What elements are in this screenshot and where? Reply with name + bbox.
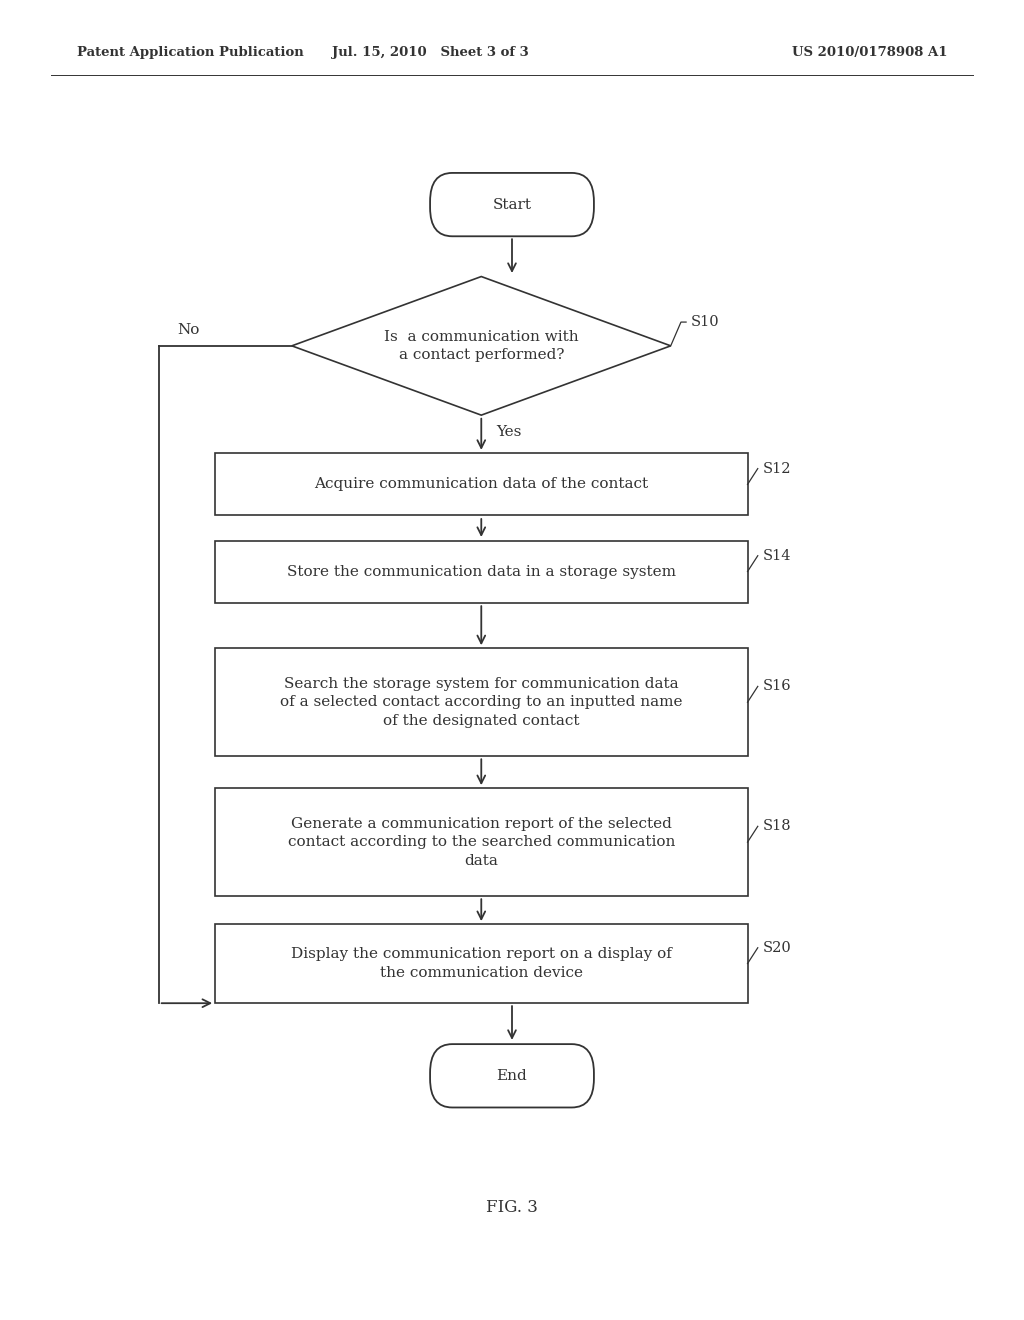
Text: S12: S12 [763,462,792,475]
Text: S10: S10 [691,315,720,329]
Text: No: No [177,323,200,337]
Text: Search the storage system for communication data
of a selected contact according: Search the storage system for communicat… [280,677,683,727]
Text: S20: S20 [763,941,792,954]
Text: Display the communication report on a display of
the communication device: Display the communication report on a di… [291,948,672,979]
Text: Acquire communication data of the contact: Acquire communication data of the contac… [314,478,648,491]
Text: FIG. 3: FIG. 3 [486,1200,538,1216]
Text: S18: S18 [763,820,792,833]
Text: Patent Application Publication: Patent Application Publication [77,46,303,59]
Text: S16: S16 [763,680,792,693]
Text: Jul. 15, 2010   Sheet 3 of 3: Jul. 15, 2010 Sheet 3 of 3 [332,46,528,59]
Text: End: End [497,1069,527,1082]
Text: Yes: Yes [497,425,522,438]
Text: Is  a communication with
a contact performed?: Is a communication with a contact perfor… [384,330,579,362]
Text: Generate a communication report of the selected
contact according to the searche: Generate a communication report of the s… [288,817,675,867]
Text: S14: S14 [763,549,792,562]
Text: Store the communication data in a storage system: Store the communication data in a storag… [287,565,676,578]
Text: US 2010/0178908 A1: US 2010/0178908 A1 [792,46,947,59]
Text: Start: Start [493,198,531,211]
